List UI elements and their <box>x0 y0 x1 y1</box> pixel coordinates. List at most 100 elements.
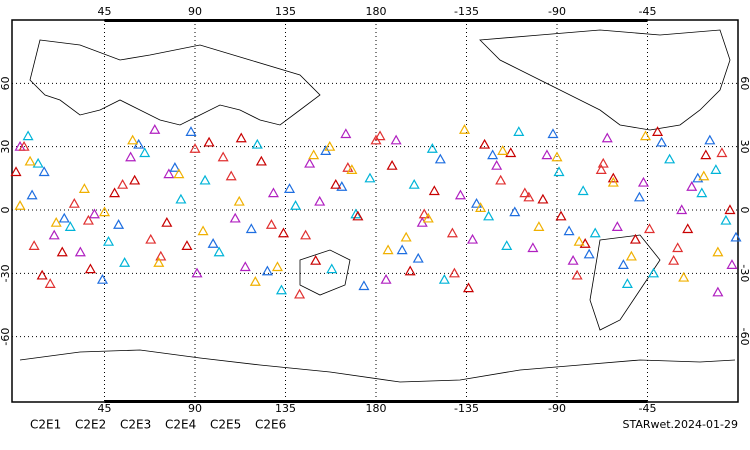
marker-triangle <box>571 269 583 280</box>
x-tick-label-bottom: 135 <box>275 402 296 415</box>
marker-triangle <box>551 151 563 162</box>
x-tick-label-top: -135 <box>454 5 479 18</box>
axes: 45 45 90 90 135 135 180 180 -135 -135 -90 -90 -45 -45… <box>0 5 750 415</box>
marker-triangle <box>611 221 623 231</box>
marker-triangle <box>505 147 517 158</box>
legend-entry: C2E4 <box>165 418 196 432</box>
marker-triangle <box>428 185 440 196</box>
marker-triangle <box>326 263 338 274</box>
marker-triangle <box>283 183 296 193</box>
marker-triangle <box>203 136 215 147</box>
y-tick-label-right: 0 <box>738 207 750 214</box>
marker-triangle <box>712 286 724 297</box>
marker-triangle <box>22 130 34 141</box>
marker-triangle <box>491 159 503 170</box>
marker-triangle <box>547 128 559 139</box>
marker-triangle <box>352 210 364 221</box>
x-tick-label-top: 90 <box>188 5 202 18</box>
marker-triangle <box>74 246 86 257</box>
marker-triangle <box>304 157 316 168</box>
marker-triangle <box>189 143 201 153</box>
marker-triangle <box>68 197 80 208</box>
marker-triangle <box>589 227 601 238</box>
marker-triangle <box>668 254 680 265</box>
marker-triangle <box>639 130 652 141</box>
coastlines <box>19 29 736 383</box>
map-frame <box>11 19 739 403</box>
marker-triangle <box>26 189 38 200</box>
marker-triangle <box>275 284 288 295</box>
marker-triangle <box>563 225 575 236</box>
marker-triangle <box>88 208 100 219</box>
marker-triangle <box>475 202 487 212</box>
marker-triangle <box>64 221 76 231</box>
marker-triangle <box>117 178 129 189</box>
marker-triangle <box>225 170 237 181</box>
marker-triangle <box>44 278 56 288</box>
marker-triangle <box>56 246 68 257</box>
marker-triangle <box>109 187 121 198</box>
marker-triangle <box>396 244 408 255</box>
marker-triangle <box>479 138 491 149</box>
marker-triangle <box>541 149 553 160</box>
marker-triangle <box>656 136 668 147</box>
marker-triangle <box>364 172 376 183</box>
coastline-americas-north <box>479 29 731 131</box>
marker-triangle <box>229 212 241 223</box>
marker-triangle <box>712 246 724 257</box>
marker-triangle <box>255 155 267 166</box>
marker-triangle <box>400 231 412 242</box>
y-tick-label-left: 0 <box>0 207 12 214</box>
marker-triangle <box>24 155 36 166</box>
marker-triangle <box>169 162 181 172</box>
marker-triangle <box>245 223 257 234</box>
marker-triangle <box>686 181 698 191</box>
marker-triangle <box>497 145 509 155</box>
y-tick-label-left: 60 <box>0 76 12 90</box>
marker-triangle <box>213 246 225 257</box>
marker-triangle <box>84 263 96 274</box>
marker-triangle <box>730 231 742 242</box>
marker-triangle <box>664 153 676 164</box>
y-tick-label-left: -30 <box>0 264 12 282</box>
coastline-eurasia <box>29 39 321 126</box>
marker-triangle <box>607 172 619 183</box>
marker-triangle <box>595 164 607 174</box>
marker-triangle <box>113 219 125 229</box>
marker-triangle <box>487 149 499 160</box>
marker-triangle <box>32 157 44 168</box>
marker-triangle <box>448 267 460 278</box>
marker-triangle <box>342 162 354 172</box>
marker-triangle <box>330 178 342 189</box>
marker-triangle <box>235 132 247 143</box>
marker-triangle <box>119 257 131 267</box>
marker-triangle <box>672 242 684 253</box>
coastline-americas-south <box>589 234 661 331</box>
marker-triangle <box>438 273 450 284</box>
legend-entry: C2E6 <box>255 418 286 432</box>
y-tick-label-right: -60 <box>738 328 750 346</box>
legend-entry: C2E3 <box>120 418 151 432</box>
marker-triangle <box>233 195 245 206</box>
marker-triangle <box>271 261 283 272</box>
marker-triangle <box>573 235 585 246</box>
legend-entry: C2E2 <box>75 418 106 432</box>
marker-triangle <box>358 280 370 291</box>
marker-triangle <box>408 178 420 189</box>
marker-triangle <box>38 166 50 177</box>
marker-triangle <box>390 134 402 145</box>
marker-triangle <box>462 282 475 293</box>
x-tick-label-top: 45 <box>98 5 112 18</box>
marker-triangle <box>350 208 362 219</box>
y-tick-label-right: 60 <box>738 76 750 90</box>
marker-triangle <box>471 197 483 208</box>
x-tick-label-top: 180 <box>366 5 387 18</box>
marker-triangle <box>277 227 290 238</box>
markers <box>10 124 742 299</box>
marker-triangle <box>446 227 458 238</box>
marker-triangle <box>290 200 302 210</box>
marker-triangle <box>175 193 187 204</box>
marker-triangle <box>149 124 161 134</box>
marker-triangle <box>18 140 30 151</box>
